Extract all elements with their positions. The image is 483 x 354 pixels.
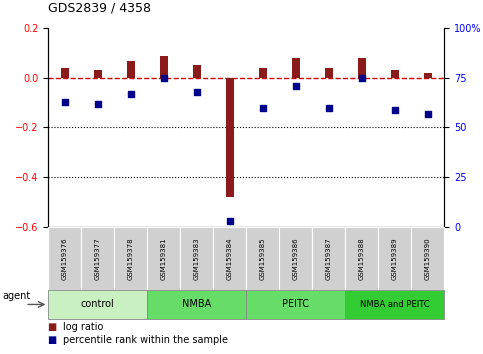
Bar: [259, 68, 267, 78]
Point: [292, 83, 299, 88]
Text: GSM159386: GSM159386: [293, 237, 299, 280]
Text: GSM159385: GSM159385: [260, 237, 266, 280]
Bar: [48, 227, 81, 290]
Text: GSM159388: GSM159388: [359, 237, 365, 280]
Bar: [345, 227, 378, 290]
Bar: [147, 227, 180, 290]
Text: GDS2839 / 4358: GDS2839 / 4358: [48, 1, 151, 14]
Bar: [292, 58, 300, 78]
Bar: [61, 68, 69, 78]
Point: [226, 218, 234, 223]
Text: GSM159389: GSM159389: [392, 237, 398, 280]
Bar: [48, 290, 147, 319]
Bar: [226, 78, 234, 197]
Point: [127, 91, 135, 97]
Bar: [127, 61, 135, 78]
Text: ■: ■: [48, 335, 61, 345]
Text: GSM159384: GSM159384: [227, 237, 233, 280]
Text: GSM159377: GSM159377: [95, 237, 101, 280]
Bar: [213, 227, 246, 290]
Bar: [160, 56, 168, 78]
Point: [391, 107, 399, 113]
Bar: [114, 227, 147, 290]
Point: [325, 105, 333, 110]
Text: GSM159378: GSM159378: [128, 237, 134, 280]
Point: [424, 111, 432, 116]
Text: GSM159381: GSM159381: [161, 237, 167, 280]
Bar: [279, 227, 313, 290]
Text: agent: agent: [2, 291, 30, 301]
Text: control: control: [81, 299, 114, 309]
Point: [160, 75, 168, 81]
Text: ■: ■: [48, 322, 61, 332]
Bar: [94, 70, 102, 78]
Text: GSM159390: GSM159390: [425, 237, 431, 280]
Bar: [424, 73, 432, 78]
Bar: [325, 68, 333, 78]
Text: GSM159376: GSM159376: [62, 237, 68, 280]
Text: NMBA and PEITC: NMBA and PEITC: [360, 300, 430, 309]
Text: percentile rank within the sample: percentile rank within the sample: [63, 335, 228, 345]
Text: GSM159383: GSM159383: [194, 237, 200, 280]
Point: [61, 99, 69, 104]
Point: [358, 75, 366, 81]
Bar: [391, 70, 399, 78]
Point: [94, 101, 102, 107]
Bar: [147, 290, 246, 319]
Bar: [246, 290, 345, 319]
Bar: [246, 227, 279, 290]
Point: [193, 89, 201, 95]
Text: GSM159387: GSM159387: [326, 237, 332, 280]
Bar: [378, 227, 412, 290]
Bar: [412, 227, 444, 290]
Bar: [345, 290, 444, 319]
Text: NMBA: NMBA: [182, 299, 212, 309]
Bar: [193, 65, 201, 78]
Bar: [81, 227, 114, 290]
Text: log ratio: log ratio: [63, 322, 103, 332]
Point: [259, 105, 267, 110]
Bar: [180, 227, 213, 290]
Bar: [358, 58, 366, 78]
Bar: [313, 227, 345, 290]
Text: PEITC: PEITC: [283, 299, 309, 309]
